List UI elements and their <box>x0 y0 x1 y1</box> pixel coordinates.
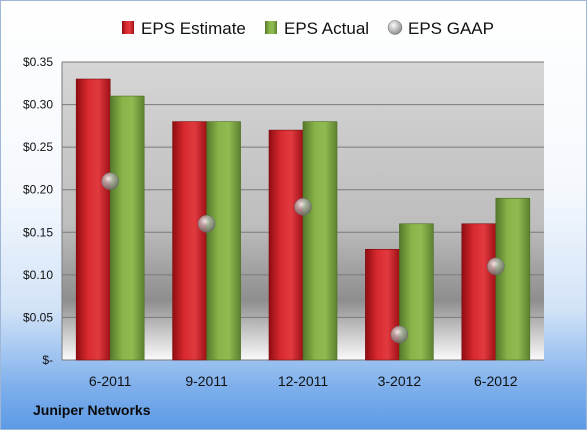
y-tick-label: $0.30 <box>23 98 53 112</box>
x-tick-label: 9-2011 <box>185 373 228 389</box>
legend-swatch <box>122 21 134 34</box>
bar-eps-actual <box>206 121 241 361</box>
y-tick-label: $0.35 <box>23 55 53 69</box>
x-tick-label: 3-2012 <box>378 373 422 389</box>
y-tick-label: $0.05 <box>23 310 53 324</box>
bar-eps-actual <box>109 95 145 361</box>
legend-swatch <box>265 21 277 34</box>
marker-eps-gaap <box>487 257 505 276</box>
marker-eps-gaap <box>390 325 409 344</box>
y-tick-label: $0.15 <box>23 225 53 239</box>
bar-eps-estimate <box>172 121 207 361</box>
legend-swatch <box>387 20 403 35</box>
bar-eps-estimate <box>75 78 111 361</box>
x-tick-label: 6-2012 <box>474 373 518 389</box>
bar-eps-estimate <box>461 223 497 361</box>
marker-eps-gaap <box>197 215 216 233</box>
bar-eps-estimate <box>365 249 400 361</box>
legend-label: EPS GAAP <box>408 19 494 38</box>
y-tick-label: $- <box>42 353 53 367</box>
y-tick-label: $0.25 <box>23 140 53 154</box>
company-name: Juniper Networks <box>33 402 151 418</box>
bar-eps-actual <box>495 197 531 361</box>
bar-eps-actual <box>302 121 338 361</box>
marker-eps-gaap <box>101 172 119 190</box>
x-tick-label: 12-2011 <box>278 373 329 389</box>
marker-eps-gaap <box>294 197 312 216</box>
bar-eps-estimate <box>268 129 304 361</box>
y-tick-label: $0.20 <box>23 183 53 197</box>
x-tick-label: 6-2011 <box>89 373 132 389</box>
y-tick-label: $0.10 <box>23 268 53 282</box>
legend-label: EPS Estimate <box>141 19 246 38</box>
legend-label: EPS Actual <box>284 19 369 38</box>
